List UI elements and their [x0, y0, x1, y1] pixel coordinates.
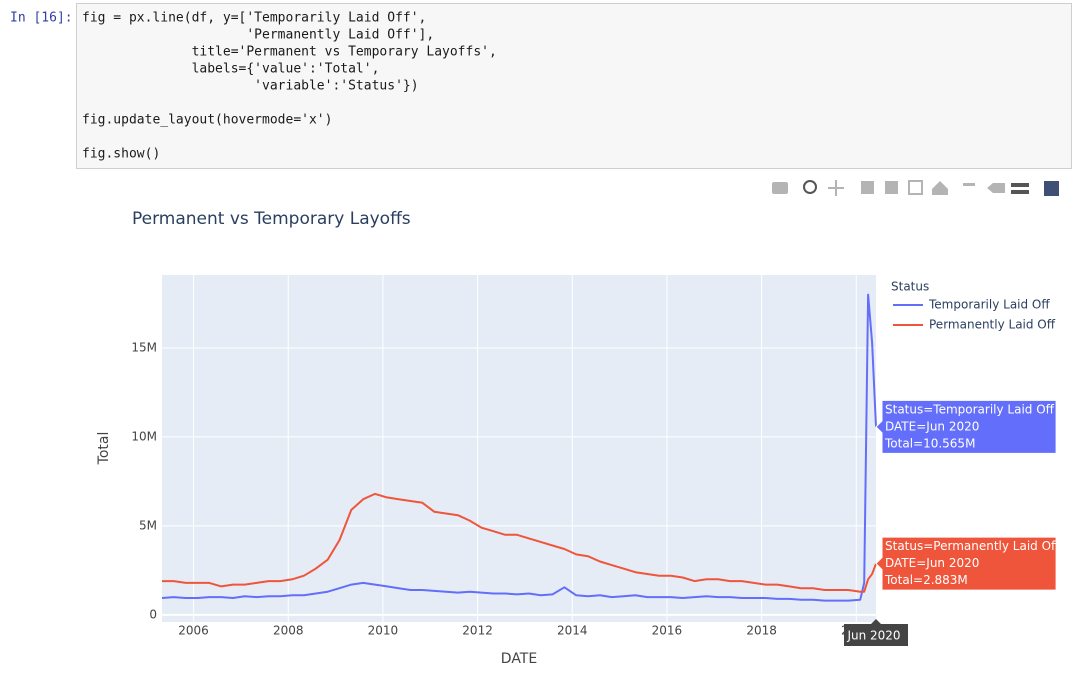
x-axis-title: DATE: [501, 651, 537, 667]
code-line: fig.update_layout(hovermode='x'): [82, 113, 332, 128]
x-tick-label: 2006: [178, 624, 209, 638]
legend-label: Permanently Laid Off: [929, 318, 1056, 332]
hover-text: Total=10.565M: [884, 436, 975, 450]
x-tick-label: 2012: [462, 624, 493, 638]
hover-x-label: Jun 2020: [846, 629, 900, 643]
cell-prompt: In [16]:: [10, 11, 73, 26]
autoscale-icon[interactable]: [908, 180, 923, 195]
x-tick-label: 2016: [652, 624, 683, 638]
hover-text: DATE=Jun 2020: [885, 556, 979, 570]
zoom-in-icon[interactable]: [861, 181, 874, 194]
code-line: fig = px.line(df, y=['Temporarily Laid O…: [82, 11, 426, 26]
series-line: [161, 293, 877, 602]
x-tick-label: 2008: [273, 624, 304, 638]
code-line: labels={'value':'Total',: [82, 62, 379, 77]
x-tick-label: 2010: [368, 624, 399, 638]
plot-area: [162, 275, 876, 622]
pan-icon[interactable]: [828, 180, 844, 196]
series-line: [162, 492, 877, 593]
hover-text: Status=Permanently Laid Off: [885, 539, 1060, 553]
plotly-logo[interactable]: [1044, 181, 1059, 196]
toolbar: [772, 180, 1059, 196]
chart-title: Permanent vs Temporary Layoffs: [132, 209, 411, 229]
code-cell[interactable]: [76, 3, 1072, 169]
hover-box: [875, 536, 1057, 591]
hover-text: Total=2.883M: [884, 573, 968, 587]
code-line: 'variable':'Status'}): [82, 79, 419, 94]
y-tick-label: 10M: [131, 429, 157, 443]
grid: [162, 275, 876, 622]
y-tick-label: 5M: [139, 518, 157, 532]
reset-icon[interactable]: [932, 181, 948, 195]
hover-text: DATE=Jun 2020: [885, 419, 979, 433]
code-line: 'Permanently Laid Off'],: [82, 28, 434, 43]
camera-icon[interactable]: [772, 182, 788, 194]
y-tick-label: 0: [149, 607, 157, 621]
hover-x-box: [844, 619, 908, 646]
zoom-out-icon[interactable]: [885, 181, 898, 194]
y-axis-title: Total: [96, 432, 112, 466]
spike-icon[interactable]: [963, 183, 975, 186]
legend-label: Temporarily Laid Off: [928, 298, 1050, 312]
hover-text: Status=Temporarily Laid Off: [885, 402, 1055, 416]
hover-box: [875, 399, 1057, 454]
x-tick-label: 2018: [746, 624, 777, 638]
code-line: title='Permanent vs Temporary Layoffs',: [82, 45, 497, 60]
y-tick-label: 15M: [131, 340, 157, 354]
zoom-icon[interactable]: [803, 180, 817, 194]
code-line: fig.show(): [82, 147, 160, 162]
hover-compare-icon[interactable]: [1011, 183, 1029, 194]
x-tick-label: 2014: [557, 624, 588, 638]
hover-closest-icon[interactable]: [987, 183, 1005, 193]
legend-title: Status: [891, 280, 929, 294]
